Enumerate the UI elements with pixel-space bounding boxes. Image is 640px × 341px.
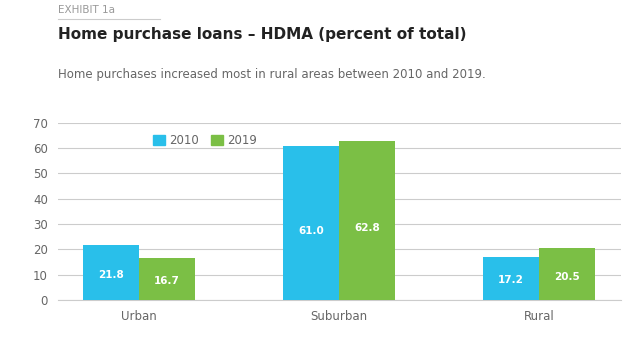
Text: 61.0: 61.0 [298,225,324,236]
Text: 62.8: 62.8 [355,223,380,234]
Text: 16.7: 16.7 [154,276,180,286]
Bar [539,248,595,300]
Bar [140,258,195,300]
Bar [83,245,140,300]
Text: 20.5: 20.5 [554,272,580,282]
Text: Home purchase loans – HDMA (percent of total): Home purchase loans – HDMA (percent of t… [58,27,466,42]
Legend: 2010, 2019: 2010, 2019 [148,130,262,152]
Bar [339,141,395,300]
Text: Home purchases increased most in rural areas between 2010 and 2019.: Home purchases increased most in rural a… [58,68,485,81]
Text: 21.8: 21.8 [99,270,124,280]
Bar [483,256,539,300]
Bar [283,146,339,300]
Text: 17.2: 17.2 [499,276,524,285]
Text: EXHIBIT 1a: EXHIBIT 1a [58,5,115,15]
